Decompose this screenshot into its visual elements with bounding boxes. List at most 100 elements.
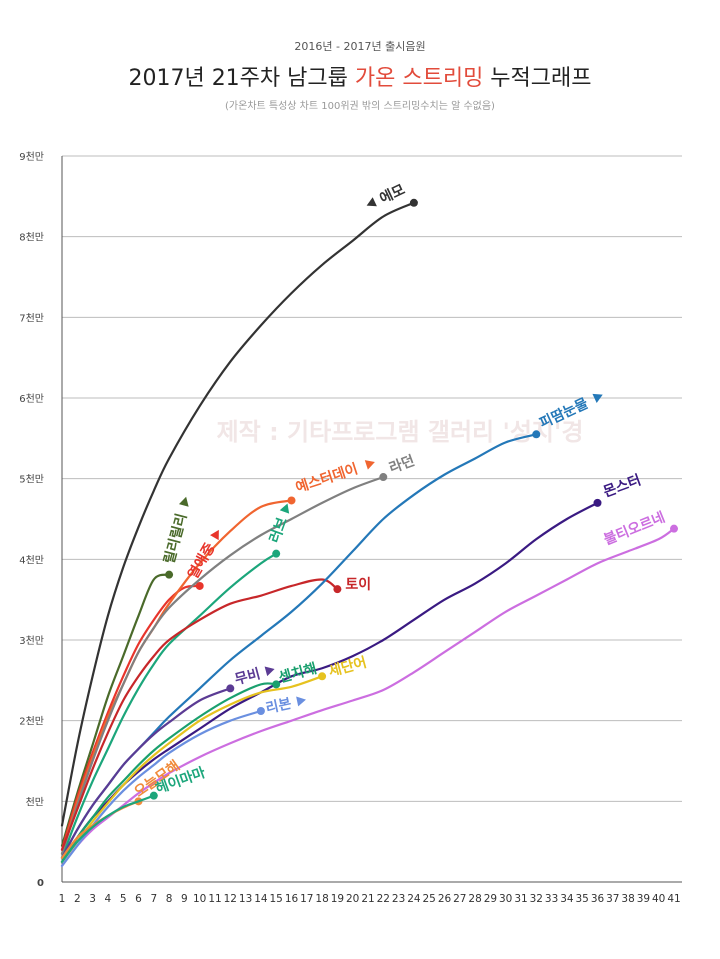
series-end-point — [226, 684, 235, 693]
series-label: 열애중 — [184, 540, 218, 582]
x-tick-label: 4 — [105, 893, 112, 905]
series-label: 라던 — [387, 452, 417, 477]
series-label: 토이 — [345, 576, 371, 593]
x-tick-label: 1 — [59, 893, 66, 905]
x-tick-label: 14 — [254, 893, 268, 905]
x-tick-label: 16 — [285, 893, 299, 905]
x-tick-label: 23 — [392, 893, 405, 905]
x-tick-label: 24 — [407, 893, 421, 905]
title-highlight: 가온 스트리밍 — [354, 66, 484, 91]
series-line — [60, 573, 171, 847]
x-tick-label: 36 — [591, 893, 605, 905]
series-end-point — [318, 672, 327, 681]
series-label: 센치해 — [277, 661, 318, 686]
series-line — [60, 675, 324, 863]
series-label: 러브 — [267, 515, 291, 545]
series-line — [60, 682, 278, 863]
series-end-point — [670, 524, 678, 533]
series-lines — [60, 198, 678, 867]
y-tick-label: 4천만 — [19, 554, 44, 566]
x-tick-label: 7 — [150, 893, 157, 905]
series-label: 불티오르네 — [602, 510, 668, 549]
series-end-point — [272, 549, 281, 558]
series-label: 에모 — [377, 182, 407, 207]
series-label: 예스터데이 — [293, 460, 360, 496]
y-tick-label: 3천만 — [19, 635, 44, 647]
series-line — [60, 527, 676, 867]
x-tick-label: 41 — [667, 893, 680, 905]
series-line — [60, 433, 538, 859]
x-tick-label: 8 — [166, 893, 173, 905]
x-tick-label: 29 — [484, 893, 497, 905]
x-tick-label: 21 — [361, 893, 374, 905]
title-post: 누적그래프 — [483, 66, 592, 91]
watermark: 제작 : 기타프로그램 갤러리 '성지'경 — [217, 418, 584, 446]
chart-title: 2017년 21주차 남그룹 가온 스트리밍 누적그래프 — [0, 60, 720, 92]
x-tick-label: 34 — [560, 893, 574, 905]
series-arrow-marker — [210, 529, 219, 541]
series-line — [60, 687, 232, 859]
x-tick-label: 40 — [652, 893, 665, 905]
x-tick-label: 18 — [315, 893, 328, 905]
y-tick-label: 9천만 — [19, 151, 44, 163]
x-tick-label: 2 — [74, 893, 81, 905]
x-tick-label: 31 — [514, 893, 527, 905]
series-line — [60, 201, 415, 827]
chart-subtitle: (가온차트 특성상 차트 100위권 밖의 스트리밍수치는 알 수없음) — [225, 101, 495, 112]
series-label: 무비 — [233, 666, 262, 688]
series-arrow-marker — [364, 460, 375, 470]
series-arrow-marker — [296, 696, 306, 707]
x-tick-label: 20 — [346, 893, 359, 905]
series-end-point — [287, 496, 296, 505]
x-tick-label: 33 — [545, 893, 558, 905]
x-tick-label: 26 — [438, 893, 452, 905]
series-line — [60, 552, 278, 859]
x-tick-label: 38 — [621, 893, 634, 905]
x-tick-label: 19 — [331, 893, 344, 905]
series-end-point — [165, 570, 174, 579]
x-tick-label: 30 — [499, 893, 512, 905]
x-axis: 1 2 3 4 5 6 7 8 9 10 11 12 13 14 15 16 17 18 19 20 21 22 23 24 2… — [59, 893, 681, 905]
x-tick-label: 6 — [135, 893, 142, 905]
series-end-point — [333, 585, 342, 594]
series-end-point — [593, 498, 602, 507]
x-tick-label: 39 — [637, 893, 650, 905]
title-pre: 2017년 21주차 남그룹 — [128, 66, 355, 91]
series-label: 릴리릴리 — [162, 512, 191, 566]
x-tick-label: 15 — [270, 893, 283, 905]
series-line — [60, 578, 339, 851]
y-tick-label: 8천만 — [19, 232, 44, 244]
series-label: 리본 — [264, 696, 293, 717]
x-tick-label: 28 — [468, 893, 481, 905]
y-axis: 0 천만 2천만 3천만 4천만 5천만 6천만 7천만 8천만 9천만 — [19, 151, 44, 889]
x-tick-label: 27 — [453, 893, 466, 905]
chart-supertitle: 2016년 - 2017년 출시음원 — [294, 40, 426, 53]
y-tick-label: 5천만 — [19, 474, 44, 486]
x-tick-label: 13 — [239, 893, 252, 905]
series-end-point — [149, 791, 158, 800]
series-end-point — [379, 473, 388, 482]
series-end-point — [409, 198, 418, 207]
x-tick-label: 25 — [423, 893, 436, 905]
x-tick-label: 22 — [377, 893, 390, 905]
x-tick-label: 11 — [208, 893, 221, 905]
y-tick-label: 6천만 — [19, 393, 44, 405]
y-tick-label: 7천만 — [19, 312, 44, 324]
x-tick-label: 32 — [530, 893, 543, 905]
series-arrow-marker — [264, 666, 275, 677]
series-end-point — [532, 430, 541, 439]
series-arrow-marker — [178, 496, 189, 507]
x-tick-label: 5 — [120, 893, 127, 905]
x-tick-label: 35 — [576, 893, 589, 905]
x-tick-label: 17 — [300, 893, 313, 905]
series-end-point — [195, 581, 204, 590]
series-end-point — [272, 680, 281, 689]
series-end-point — [256, 706, 265, 715]
gridlines — [61, 155, 682, 883]
series-line — [60, 475, 385, 855]
series-label: 몬스터 — [601, 472, 643, 500]
x-tick-label: 9 — [181, 893, 188, 905]
x-tick-label: 3 — [89, 893, 96, 905]
y-tick-label: 천만 — [26, 796, 44, 808]
